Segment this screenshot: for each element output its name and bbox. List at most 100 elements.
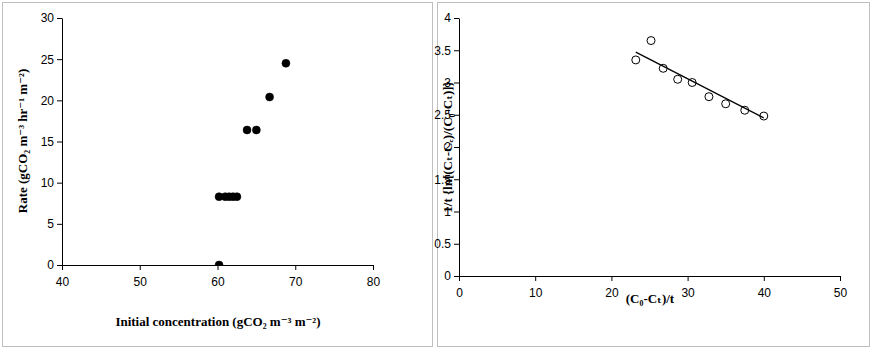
y-tick-label: 0 <box>47 258 54 272</box>
y-tick-mark <box>454 212 459 213</box>
y-tick-mark <box>454 18 459 19</box>
data-point <box>243 126 251 134</box>
x-axis-title: Initial concentration (gCO₂ m⁻³ m⁻²) <box>115 314 320 329</box>
y-axis: 00.511.522.533.54 <box>434 11 459 283</box>
y-tick-mark <box>454 244 459 245</box>
x-tick: 80 <box>367 265 381 289</box>
data-point <box>674 75 682 83</box>
y-tick: 0 <box>47 258 62 272</box>
x-axis-title: (C₀-Cₜ)/t <box>626 291 675 306</box>
y-tick-mark <box>57 100 62 101</box>
x-tick-label: 60 <box>211 275 225 289</box>
x-tick-mark <box>688 276 689 281</box>
y-tick-label: 15 <box>41 135 55 149</box>
y-tick: 3.5 <box>434 44 459 58</box>
y-tick-mark <box>454 179 459 180</box>
y-tick-label: 5 <box>47 217 54 231</box>
x-tick-label: 10 <box>529 286 543 300</box>
data-point <box>266 93 274 101</box>
x-tick-label: 40 <box>56 275 70 289</box>
y-axis-line <box>459 19 460 277</box>
x-tick: 60 <box>211 265 225 289</box>
x-tick-mark <box>218 265 219 270</box>
y-tick-mark <box>454 50 459 51</box>
y-tick-label: 25 <box>41 53 55 67</box>
y-tick: 0.5 <box>434 237 459 251</box>
x-tick-mark <box>373 265 374 270</box>
y-axis-title: Rate (gCO₂ m⁻³ hr⁻¹ m⁻²) <box>15 69 30 213</box>
data-point <box>705 93 713 101</box>
y-axis-line <box>62 19 63 266</box>
x-tick-mark <box>62 265 63 270</box>
y-tick-label: 20 <box>41 94 55 108</box>
x-axis-line <box>460 276 841 277</box>
y-tick: 5 <box>47 217 62 231</box>
y-tick-label: 3.5 <box>434 44 451 58</box>
panel-frame <box>438 3 870 347</box>
y-tick-mark <box>57 18 62 19</box>
fit-line <box>636 52 764 118</box>
x-tick-mark <box>140 265 141 270</box>
chart-panel: 0102030405000.511.522.533.54(C₀-Cₜ)/t1/t… <box>434 3 869 347</box>
y-tick-mark <box>57 59 62 60</box>
x-tick-label: 30 <box>681 286 695 300</box>
y-tick: 0 <box>444 269 459 283</box>
y-tick-label: 30 <box>41 11 55 25</box>
y-tick-mark <box>57 142 62 143</box>
x-tick: 10 <box>529 276 543 300</box>
point-group <box>632 37 768 120</box>
x-tick: 50 <box>834 276 848 300</box>
y-tick-mark <box>454 147 459 148</box>
panel-frame <box>3 3 433 347</box>
data-point <box>722 100 730 108</box>
y-tick-label: 0 <box>444 269 451 283</box>
x-tick-mark <box>764 276 765 281</box>
y-tick: 25 <box>41 53 62 67</box>
x-tick-label: 50 <box>834 286 848 300</box>
canvas: 4050607080051015202530Initial concentrat… <box>0 0 872 349</box>
data-point <box>632 56 640 64</box>
y-axis: 0 5 10 15 20 25 30 <box>41 11 63 272</box>
x-tick: 20 <box>605 276 619 300</box>
y-tick-label: 10 <box>41 176 55 190</box>
x-tick: 40 <box>56 265 70 289</box>
y-axis-title: 1/t {ln[(Cₜ-Cₑ)/(C₀-Cₜ)]} <box>440 81 455 212</box>
chart-panel: 40 50 60 70 80 0 5 10 15 20 25 30 Initial concentrat… <box>3 3 433 347</box>
y-tick-mark <box>454 83 459 84</box>
data-point <box>215 261 223 265</box>
x-tick: 70 <box>289 265 303 289</box>
x-tick: 50 <box>134 265 148 289</box>
y-tick-mark <box>57 183 62 184</box>
y-tick: 30 <box>41 11 62 25</box>
x-tick: 40 <box>758 276 772 300</box>
x-tick-mark <box>535 276 536 281</box>
x-tick-mark <box>611 276 612 281</box>
x-tick-label: 80 <box>367 275 381 289</box>
data-point <box>233 193 241 201</box>
y-tick-mark <box>454 276 459 277</box>
y-tick-mark <box>57 224 62 225</box>
data-point <box>282 59 290 67</box>
x-tick-label: 20 <box>605 286 619 300</box>
x-tick-label: 50 <box>134 275 148 289</box>
plot-area <box>632 37 768 120</box>
y-tick-label: 0.5 <box>434 237 451 251</box>
data-point <box>647 37 655 45</box>
y-tick-mark <box>454 115 459 116</box>
y-tick-mark <box>57 265 62 266</box>
x-tick-mark <box>295 265 296 270</box>
x-tick: 0 <box>456 276 463 300</box>
y-tick: 20 <box>41 94 62 108</box>
y-tick-label: 4 <box>444 11 451 25</box>
x-axis: 40 50 60 70 80 <box>56 265 381 289</box>
y-tick: 10 <box>41 176 62 190</box>
plot-area <box>215 59 290 265</box>
x-tick-mark <box>459 276 460 281</box>
data-point <box>252 126 260 134</box>
x-tick-label: 40 <box>758 286 772 300</box>
x-tick: 30 <box>681 276 695 300</box>
x-tick-label: 0 <box>456 286 463 300</box>
y-tick: 15 <box>41 135 62 149</box>
x-tick-mark <box>840 276 841 281</box>
point-group <box>215 59 290 265</box>
